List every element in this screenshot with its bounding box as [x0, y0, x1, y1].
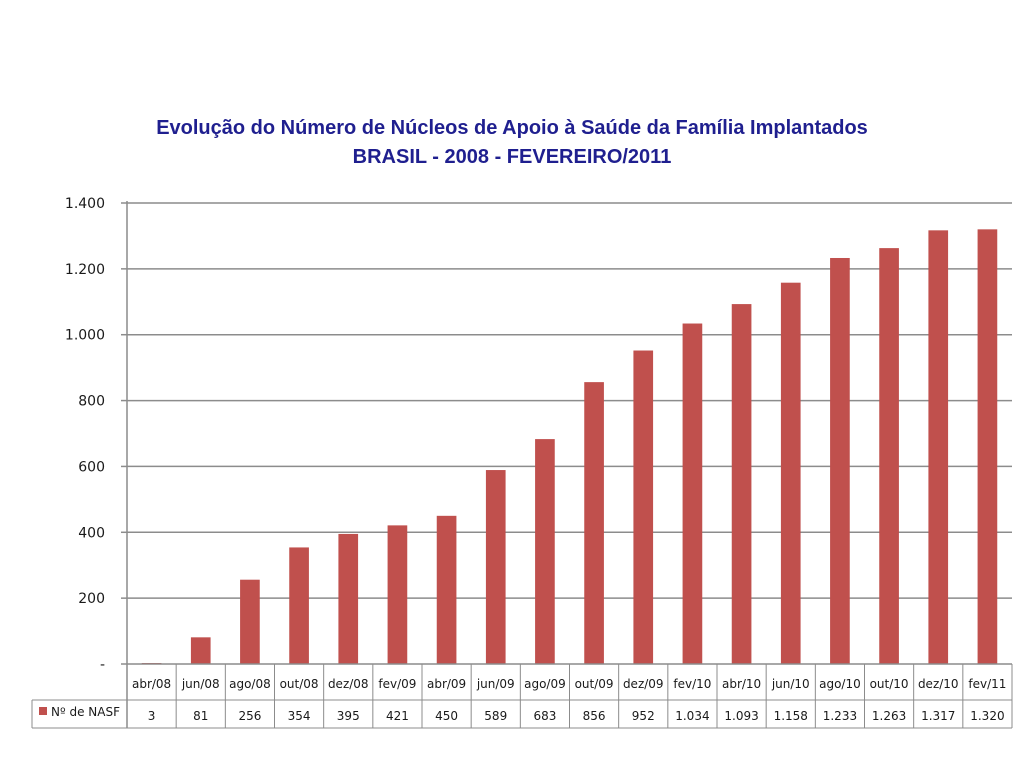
bar	[190, 637, 211, 664]
y-tick-label: 400	[78, 525, 105, 541]
data-label: 1.263	[872, 709, 906, 723]
y-tick-label: 1.400	[65, 196, 105, 212]
y-tick-label: 200	[78, 591, 105, 607]
y-tick-label: 1.000	[65, 328, 105, 344]
bar	[830, 257, 850, 664]
data-label: 1.158	[774, 709, 808, 723]
data-label: 952	[632, 709, 655, 723]
data-label: 256	[238, 709, 261, 723]
data-label: 421	[386, 709, 409, 723]
data-label: 354	[288, 709, 311, 723]
data-label: 1.233	[823, 709, 857, 723]
y-tick-label: 1.200	[65, 262, 105, 278]
data-label: 1.034	[675, 709, 709, 723]
bar	[780, 282, 801, 664]
bar	[436, 515, 457, 664]
bar	[240, 579, 260, 664]
chart-title-block: Evolução do Número de Núcleos de Apoio à…	[0, 114, 1024, 172]
bar	[633, 350, 654, 664]
y-tick-label: 600	[78, 459, 105, 475]
data-label: 1.093	[724, 709, 758, 723]
data-label: 81	[193, 709, 208, 723]
bar	[338, 533, 359, 664]
bar	[928, 230, 949, 664]
x-tick-label: abr/10	[722, 677, 761, 691]
legend-label: Nº de NASF	[51, 705, 120, 719]
y-tick-label: 800	[78, 394, 105, 410]
x-tick-label: ago/09	[524, 677, 566, 691]
bar	[387, 525, 408, 664]
x-tick-label: out/08	[280, 677, 319, 691]
chart-title: Evolução do Número de Núcleos de Apoio à…	[156, 117, 868, 139]
bar	[535, 439, 555, 664]
x-tick-label: dez/08	[328, 677, 369, 691]
data-label: 856	[583, 709, 606, 723]
x-tick-label: jun/10	[771, 677, 810, 691]
chart-subtitle: BRASIL - 2008 - FEVEREIRO/2011	[352, 146, 672, 168]
bar	[682, 323, 703, 664]
data-label: 1.317	[921, 709, 955, 723]
bar	[731, 304, 752, 664]
x-tick-label: out/09	[575, 677, 614, 691]
data-label: 3	[148, 709, 156, 723]
data-label: 589	[484, 709, 507, 723]
data-label: 683	[533, 709, 556, 723]
x-tick-label: dez/10	[918, 677, 959, 691]
x-tick-label: ago/10	[819, 677, 861, 691]
data-label: 1.320	[970, 709, 1004, 723]
x-tick-label: ago/08	[229, 677, 271, 691]
x-tick-label: fev/10	[673, 677, 711, 691]
legend-swatch	[39, 707, 47, 715]
x-tick-label: fev/09	[378, 677, 416, 691]
bar	[289, 547, 309, 664]
x-tick-label: abr/08	[132, 677, 171, 691]
bar	[485, 470, 506, 664]
x-tick-label: out/10	[870, 677, 909, 691]
y-tick-label: -	[100, 657, 105, 673]
x-tick-label: abr/09	[427, 677, 466, 691]
x-tick-label: dez/09	[623, 677, 664, 691]
x-tick-label: jun/08	[181, 677, 220, 691]
data-label: 395	[337, 709, 360, 723]
bar	[977, 229, 998, 665]
bar	[584, 382, 604, 664]
x-tick-label: jun/09	[476, 677, 515, 691]
x-tick-label: fev/11	[968, 677, 1006, 691]
data-label: 450	[435, 709, 458, 723]
bar	[879, 248, 899, 665]
